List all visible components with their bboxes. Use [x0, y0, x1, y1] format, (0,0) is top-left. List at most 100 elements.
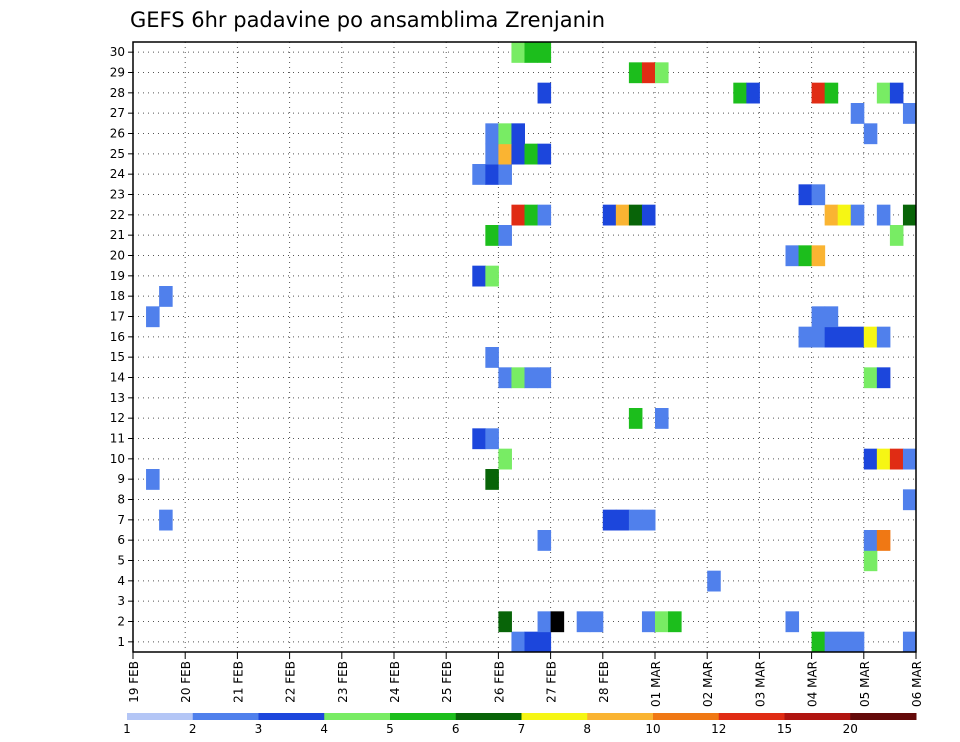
data-cell [498, 448, 512, 470]
data-cell [511, 143, 525, 165]
data-cell [524, 42, 539, 63]
data-cell [798, 245, 813, 267]
chart-title: GEFS 6hr padavine po ansamblima Zrenjani… [130, 8, 605, 32]
data-cell [615, 509, 630, 531]
y-tick-label: 9 [117, 472, 125, 486]
data-cell [850, 204, 865, 226]
data-cell [498, 164, 512, 185]
x-tick-label: 28 FEB [597, 661, 611, 703]
y-tick-label: 6 [117, 533, 125, 547]
data-cell [837, 204, 852, 226]
x-tick-label: 06 MAR [910, 661, 924, 707]
data-cell [498, 367, 512, 389]
colorbar-label: 1 [123, 722, 131, 736]
data-cell [485, 164, 499, 185]
x-tick-label: 03 MAR [753, 661, 767, 707]
colorbar-label: 7 [518, 722, 526, 736]
data-cell [511, 367, 525, 389]
data-cell [811, 184, 826, 206]
colorbar-swatch [587, 713, 654, 720]
x-axis-ticks: 19 FEB 20 FEB 21 FEB 22 FEB 23 FEB 24 FEB 25 F… [127, 652, 924, 707]
x-tick-label: 23 FEB [336, 661, 350, 703]
colorbar-label: 6 [452, 722, 460, 736]
data-cell [576, 611, 591, 633]
colorbar-swatch [718, 713, 785, 720]
y-tick-label: 27 [110, 106, 125, 120]
data-cell [472, 428, 486, 450]
data-cell [837, 631, 852, 653]
data-cell [524, 204, 539, 226]
data-cell [785, 245, 800, 267]
data-cell [824, 306, 839, 328]
data-cell [889, 225, 904, 246]
y-tick-label: 20 [110, 249, 125, 263]
data-cell [824, 82, 839, 104]
data-cell [524, 631, 539, 653]
y-tick-label: 26 [110, 127, 125, 141]
data-cell [811, 306, 826, 328]
data-cell [537, 611, 552, 633]
y-tick-label: 21 [110, 228, 125, 242]
data-cell [850, 326, 865, 348]
data-cell [485, 225, 499, 246]
data-cell [628, 509, 643, 531]
y-tick-label: 15 [110, 350, 125, 364]
data-cell [746, 82, 760, 104]
data-cell [537, 42, 552, 63]
data-cell [798, 326, 813, 348]
y-tick-label: 30 [110, 45, 125, 59]
data-cell [537, 82, 552, 104]
y-tick-label: 23 [110, 188, 125, 202]
colorbar-label: 4 [320, 722, 328, 736]
data-cell [537, 143, 552, 165]
data-cell [537, 204, 552, 226]
data-cell [889, 448, 904, 470]
data-cell [837, 326, 852, 348]
data-cell [876, 530, 891, 551]
data-cell [811, 326, 826, 348]
data-cell [876, 204, 891, 226]
data-cell [733, 82, 747, 104]
y-tick-label: 18 [110, 289, 125, 303]
data-cell [159, 286, 173, 307]
data-cell [485, 347, 499, 368]
data-cell [707, 570, 721, 592]
data-cell [811, 82, 826, 104]
data-cell [472, 164, 486, 185]
data-cell [511, 204, 525, 226]
x-tick-label: 26 FEB [492, 661, 506, 703]
data-cell [902, 204, 917, 226]
colorbar-label: 2 [189, 722, 197, 736]
data-cell [524, 367, 539, 389]
colorbar-swatch [192, 713, 259, 720]
colorbar-label: 20 [843, 722, 858, 736]
data-cell [159, 509, 173, 531]
data-cell [863, 530, 878, 551]
data-cell [889, 82, 904, 104]
data-cell [146, 469, 160, 490]
y-axis-ticks: 1234567891011121314151617181920212223242… [110, 45, 133, 649]
data-cell [485, 428, 499, 450]
x-tick-label: 04 MAR [806, 661, 820, 707]
data-cell [472, 265, 486, 287]
data-cell [485, 123, 499, 145]
y-tick-label: 19 [110, 269, 125, 283]
data-cell [863, 550, 878, 572]
data-cell [641, 62, 656, 84]
colorbar-label: 5 [386, 722, 394, 736]
data-cell [876, 367, 891, 389]
data-cell [811, 631, 826, 653]
y-tick-label: 3 [117, 594, 125, 608]
colorbar-swatch [258, 713, 325, 720]
data-cell [537, 530, 552, 551]
colorbar: 1 2 3 4 5 6 7 8 10 12 15 20 [123, 713, 917, 736]
x-tick-label: 24 FEB [388, 661, 402, 703]
data-cell [498, 611, 512, 633]
data-cell [824, 631, 839, 653]
data-cell [902, 631, 917, 653]
plot-frame [132, 41, 917, 653]
data-cell [655, 611, 669, 633]
colorbar-label: 12 [711, 722, 726, 736]
y-tick-label: 13 [110, 391, 125, 405]
